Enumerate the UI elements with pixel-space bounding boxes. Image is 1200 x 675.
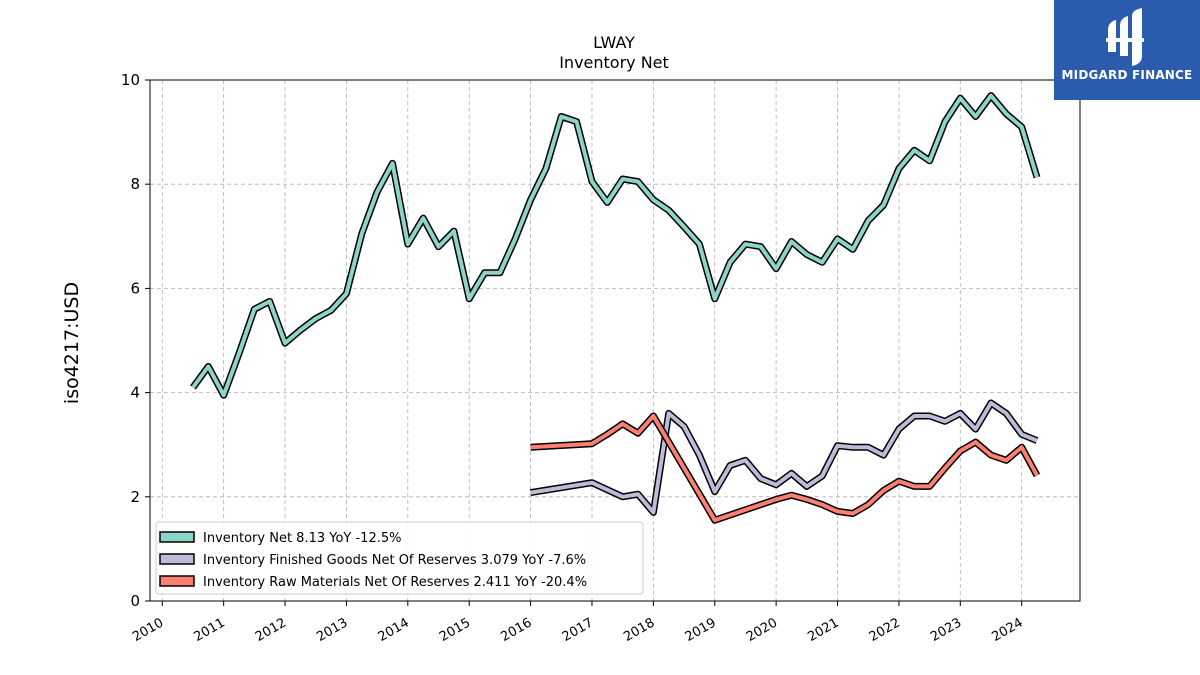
series-0 [190,92,1041,399]
x-tick-label: 2022 [867,615,903,645]
legend-label: Inventory Net 8.13 YoY -12.5% [203,531,402,546]
plot-frame [149,79,1081,602]
series-1 [530,399,1039,516]
x-tick-label: 2020 [744,615,780,645]
logo-mark-icon [1106,8,1144,66]
x-tick-label: 2016 [498,615,534,645]
series-line [530,401,1038,515]
legend-swatch [159,553,195,565]
x-tick-label: 2017 [560,615,596,645]
series-line [191,93,1039,398]
legend-swatch [159,531,195,543]
y-tick-label: 4 [130,384,140,402]
chart-subtitle: Inventory Net [559,53,669,72]
series-line-outline [190,92,1041,399]
y-tick-label: 2 [130,488,140,506]
y-tick-label: 8 [130,175,140,193]
series-2 [530,412,1041,524]
x-tick-label: 2023 [928,615,964,645]
x-tick-label: 2015 [437,615,473,645]
y-axis-label: iso4217:USD [61,282,83,404]
x-tick-label: 2014 [376,615,412,645]
legend-box [155,521,644,595]
x-tick-label: 2011 [192,615,228,645]
x-tick-label: 2010 [130,615,166,645]
x-tick-label: 2012 [253,615,289,645]
legend-label: Inventory Raw Materials Net Of Reserves … [203,575,587,590]
chart-title: LWAY [593,33,635,52]
y-tick-label: 0 [130,592,140,610]
legend-swatch [159,575,195,587]
x-tick-label: 2024 [990,615,1026,645]
x-tick-label: 2013 [314,615,350,645]
series-line [530,414,1039,523]
y-tick-label: 10 [121,71,140,89]
x-tick-label: 2019 [683,615,719,645]
logo-text: MIDGARD FINANCE [1061,68,1193,82]
series-line-outline [530,412,1041,524]
brand-logo: MIDGARD FINANCE [1054,0,1200,100]
x-tick-label: 2021 [805,615,841,645]
legend-label: Inventory Finished Goods Net Of Reserves… [203,553,586,568]
y-tick-label: 6 [130,279,140,297]
x-tick-label: 2018 [621,615,657,645]
